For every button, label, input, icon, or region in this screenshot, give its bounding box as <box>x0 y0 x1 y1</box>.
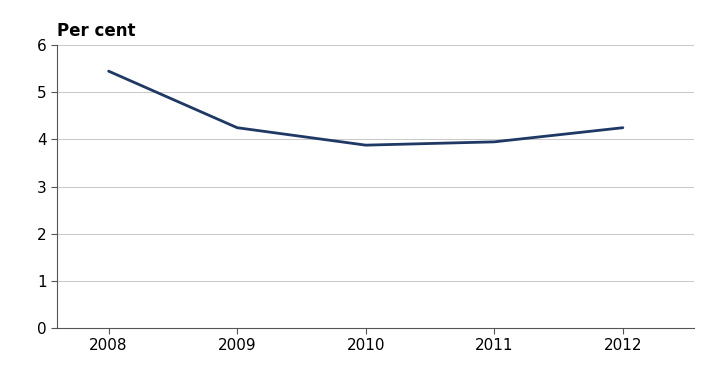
Text: Per cent: Per cent <box>57 21 136 40</box>
